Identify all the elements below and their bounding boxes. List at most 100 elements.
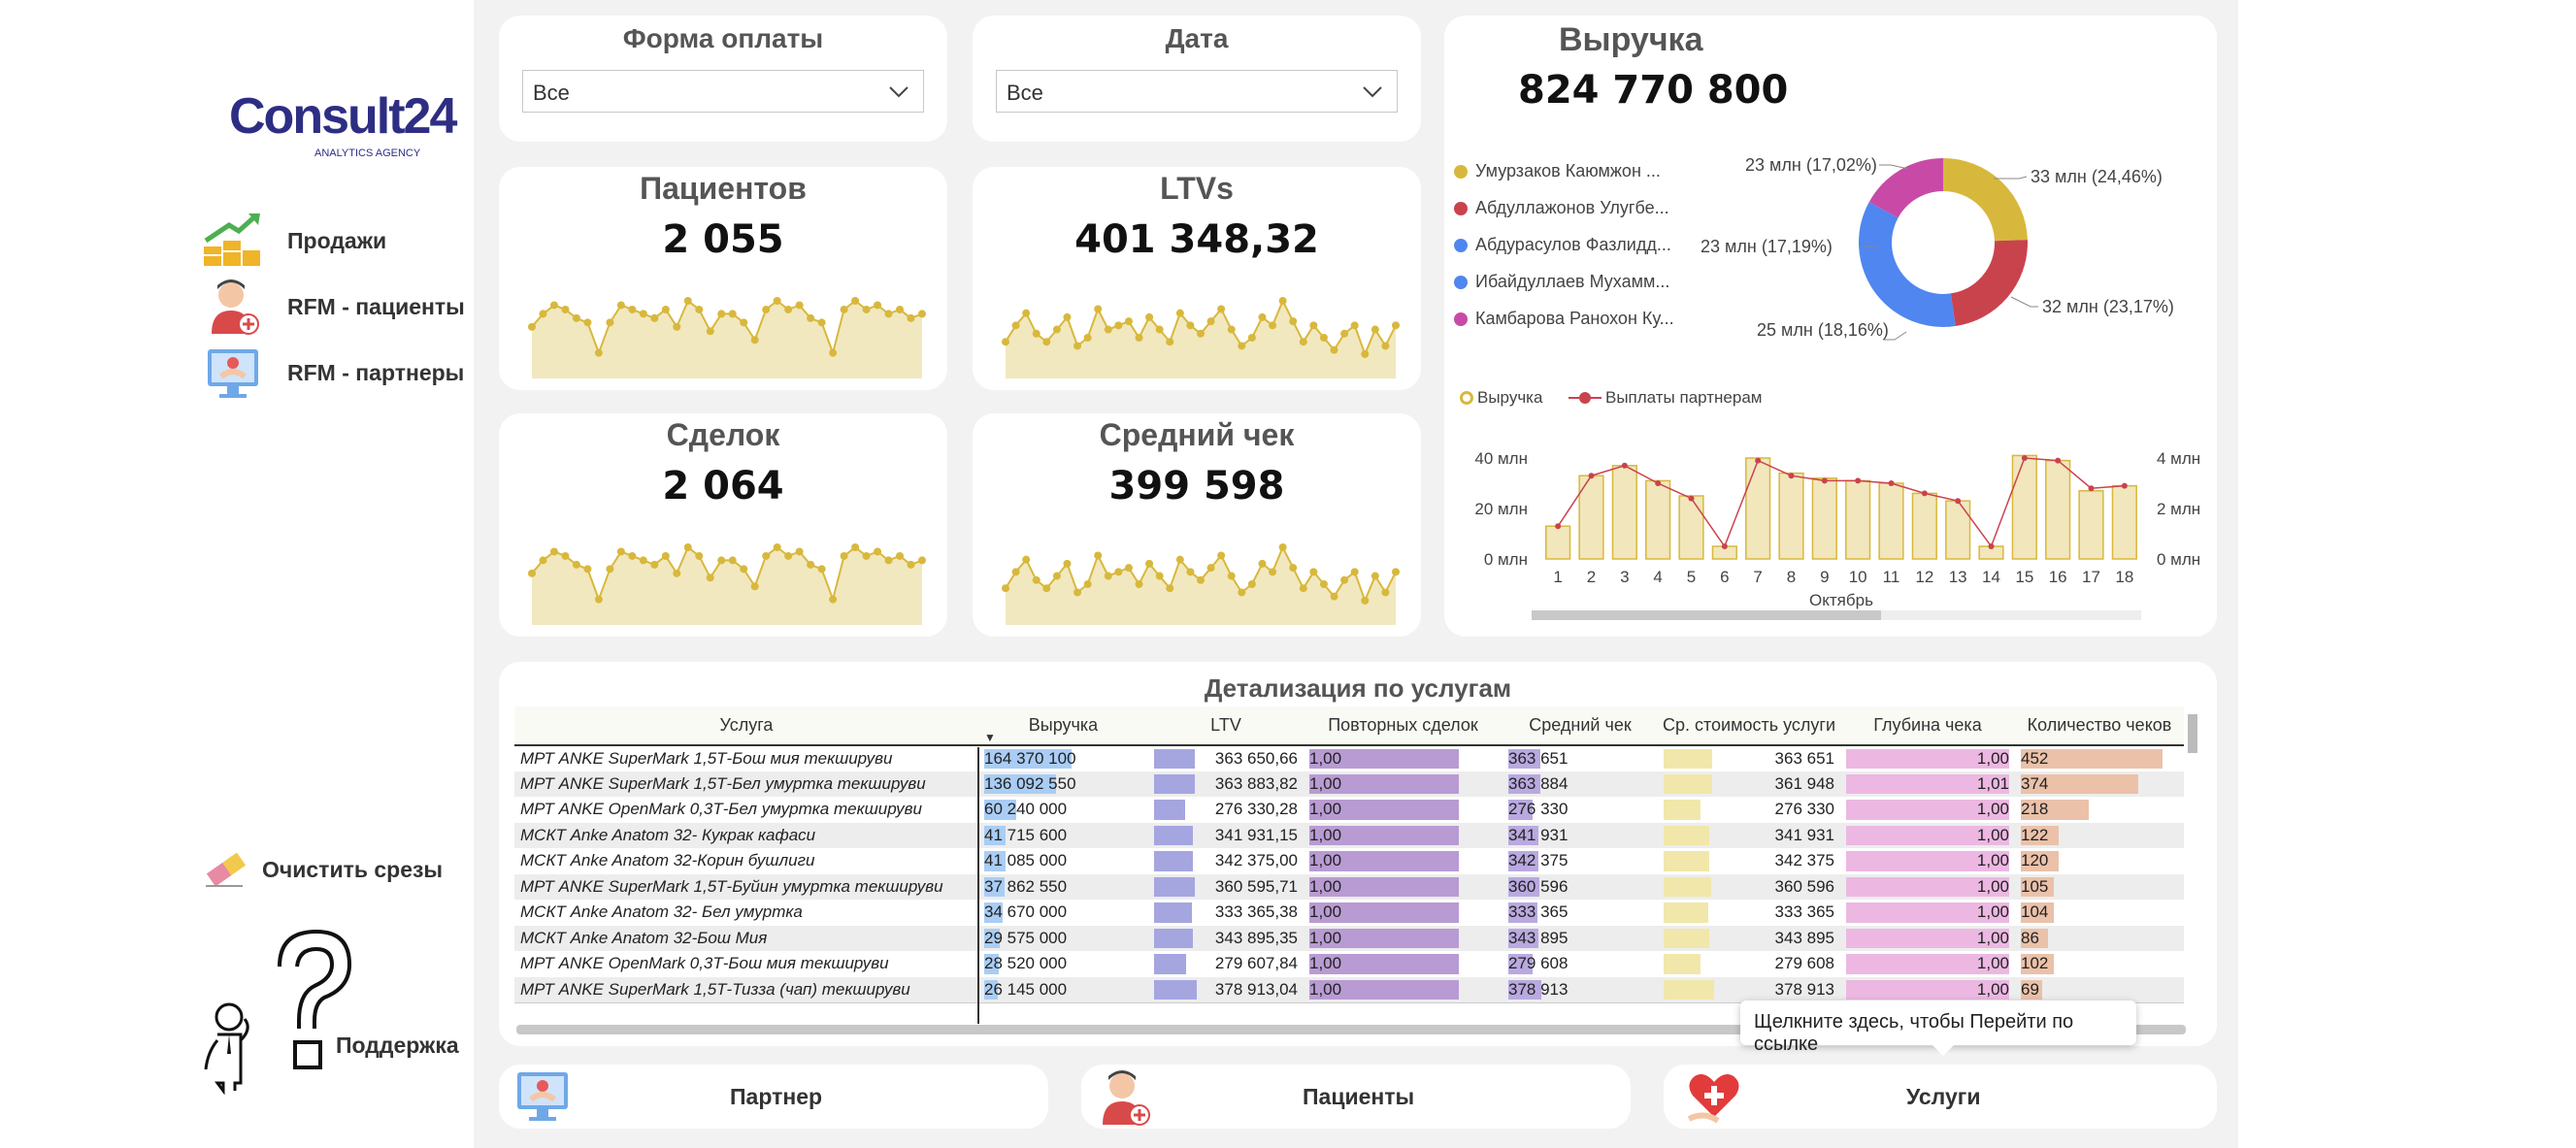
cell-repeat-deals: 1,00 <box>1304 925 1503 951</box>
sparkline-point <box>606 565 614 574</box>
cell-revenue: 60 240 000 <box>978 797 1148 823</box>
x-tick-label: 12 <box>1915 568 1933 586</box>
x-tick-label: 4 <box>1653 568 1662 586</box>
table-row[interactable]: МСКТ Anke Anatom 32-Бош Мия 29 575 000 343… <box>514 925 2184 951</box>
table-row[interactable]: МРТ ANKE OpenMark 0,3Т-Бел умуртка текши… <box>514 797 2184 823</box>
table-row[interactable]: МРТ ANKE SuperMark 1,5Т-Бош мия текширув… <box>514 745 2184 771</box>
bottom-nav-services[interactable]: Услуги <box>1664 1065 2217 1129</box>
sparkline-point <box>918 556 926 565</box>
data-bar <box>1508 851 1538 871</box>
logo[interactable]: Consult24 ANALYTICS AGENCY <box>229 89 457 167</box>
table-row[interactable]: МСКТ Anke Anatom 32- Бел умуртка 34 670 0… <box>514 900 2184 926</box>
donut-slice-kambarova[interactable] <box>1859 158 2028 327</box>
sparkline-point <box>1002 338 1009 346</box>
sparkline-point <box>817 565 826 574</box>
combo-legend-revenue[interactable]: Выручка <box>1460 388 1542 408</box>
cell-text: 1,00 <box>1976 928 2009 947</box>
nav-item-sales[interactable]: Продажи <box>202 212 386 270</box>
revenue-bar <box>1878 482 1904 560</box>
col-header-repeat-deals[interactable]: Повторных сделок <box>1304 706 1503 746</box>
donut-legend-item[interactable]: Абдурасулов Фазлидд... <box>1454 235 1671 255</box>
col-header-revenue[interactable]: Выручка ▼ <box>978 706 1148 746</box>
bottom-nav-patients-label: Пациенты <box>1303 1084 1415 1109</box>
cell-text: МРТ ANKE SuperMark 1,5Т-Буйин умуртка те… <box>520 876 943 896</box>
cell-revenue: 34 670 000 <box>978 900 1148 926</box>
table-row[interactable]: МРТ ANKE SuperMark 1,5Т-Тизза (чап) текш… <box>514 976 2184 1002</box>
table-row[interactable]: МСКТ Anke Anatom 32-Корин бушлиги 41 085 … <box>514 848 2184 874</box>
cell-text: 1,00 <box>1976 876 2009 896</box>
sparkline-point <box>1083 580 1092 588</box>
chart-scrollbar-thumb[interactable] <box>1532 610 1881 620</box>
donut-legend-item[interactable]: Ибайдуллаев Мухамм... <box>1454 272 1669 292</box>
bottom-nav-partner[interactable]: Партнер <box>499 1065 1048 1129</box>
cell-avg-check: 363 651 <box>1503 745 1658 771</box>
donut-legend-item[interactable]: Умурзаков Каюмжон ... <box>1454 161 1661 181</box>
data-bar <box>2021 979 2042 1000</box>
table-row[interactable]: МРТ ANKE OpenMark 0,3Т-Бош мия текшируви… <box>514 951 2184 977</box>
sparkline-point <box>851 297 860 305</box>
data-bar <box>1508 928 1538 948</box>
data-bar <box>1154 979 1197 1000</box>
col-header-check-count[interactable]: Количество чеков <box>2015 706 2184 746</box>
sparkline-point <box>616 547 625 556</box>
details-table[interactable]: Услуга Выручка ▼ LTV Повторных сделок Сре… <box>514 706 2184 1007</box>
cell-check-depth: 1,01 <box>1840 771 2015 797</box>
cell-repeat-deals: 1,00 <box>1304 951 1503 977</box>
col-header-check-depth[interactable]: Глубина чека <box>1840 706 2015 746</box>
col-header-avg-cost[interactable]: Ср. стоимость услуги <box>1658 706 1840 746</box>
nav-item-rfm-partners[interactable]: RFM - партнеры <box>204 344 464 402</box>
col-header-avg-check[interactable]: Средний чек <box>1503 706 1658 746</box>
cell-avg-cost: 341 931 <box>1658 822 1840 848</box>
sparkline-point <box>639 556 647 565</box>
chart-scrollbar[interactable] <box>1532 610 2141 620</box>
combo-legend-payouts[interactable]: Выплаты партнерам <box>1569 388 1762 408</box>
donut-slice-abdullajonov[interactable] <box>1859 158 2028 327</box>
payouts-point <box>2121 482 2128 489</box>
legend-dot <box>1454 312 1468 326</box>
cell-ltv: 363 883,82 <box>1148 771 1304 797</box>
table-horizontal-scrollbar[interactable] <box>516 1025 2186 1034</box>
cell-avg-cost: 342 375 <box>1658 848 1840 874</box>
kpi-ltv-value: 401 348,32 <box>1074 217 1319 262</box>
donut-legend-item[interactable]: Камбарова Ранохон Ку... <box>1454 309 1674 329</box>
sparkline-point <box>561 305 570 313</box>
nav-item-rfm-patients[interactable]: RFM - пациенты <box>204 278 465 336</box>
clear-slicers-button[interactable]: Очистить срезы <box>204 850 443 889</box>
sparkline-point <box>1381 588 1390 597</box>
cell-text: 342 375,00 <box>1214 851 1298 870</box>
sparkline-point <box>1166 584 1174 593</box>
sparkline-point <box>1042 338 1051 346</box>
payment-filter-dropdown[interactable]: Все <box>522 70 924 113</box>
table-row[interactable]: МРТ ANKE SuperMark 1,5Т-Бел умуртка текш… <box>514 771 2184 797</box>
donut-legend-item[interactable]: Абдуллажонов Улугбе... <box>1454 198 1669 218</box>
cell-text: 276 330 <box>1774 800 1834 819</box>
date-filter-dropdown[interactable]: Все <box>996 70 1398 113</box>
payouts-point <box>1688 495 1695 502</box>
bottom-nav-patients[interactable]: Пациенты <box>1081 1065 1631 1129</box>
x-tick-label: 10 <box>1849 568 1867 586</box>
table-vertical-scrollbar[interactable] <box>2188 714 2197 753</box>
cell-text: 363 884 <box>1508 773 1569 793</box>
col-header-ltv[interactable]: LTV <box>1148 706 1304 746</box>
cell-text: 29 575 000 <box>984 928 1068 947</box>
sparkline-point <box>1227 325 1236 334</box>
kpi-avg-check-title: Средний чек <box>1099 417 1295 452</box>
table-row[interactable]: МРТ ANKE SuperMark 1,5Т-Буйин умуртка те… <box>514 873 2184 900</box>
payouts-point <box>1655 480 1662 486</box>
legend-dot <box>1454 238 1468 252</box>
revenue-donut-chart[interactable] <box>1846 146 2040 340</box>
support-button[interactable]: Поддержка <box>202 928 464 1095</box>
sparkline-point <box>1371 325 1379 334</box>
cell-service: МСКТ Anke Anatom 32- Бел умуртка <box>514 900 978 926</box>
table-row[interactable]: МСКТ Anke Anatom 32- Кукрак кафаси 41 715… <box>514 822 2184 848</box>
sparkline-point <box>1022 309 1031 317</box>
payouts-point <box>1988 543 1995 549</box>
data-bar <box>1846 851 2009 871</box>
donut-label: 32 млн (23,17%) <box>2042 297 2174 316</box>
cell-text: 1,00 <box>1309 773 1342 793</box>
data-bar <box>1154 851 1193 871</box>
revenue-value: 824 770 800 <box>1518 68 1789 113</box>
col-header-service[interactable]: Услуга <box>514 706 978 746</box>
donut-slice-blue[interactable] <box>1859 158 2028 327</box>
